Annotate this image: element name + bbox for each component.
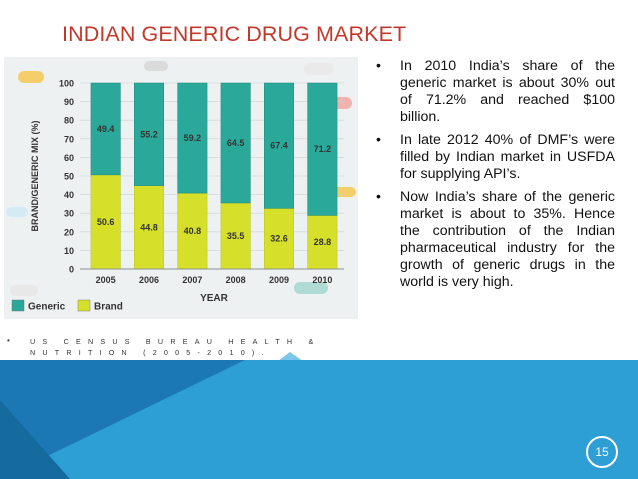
bar-label-generic: 55.2 bbox=[140, 129, 158, 139]
y-tick-label: 70 bbox=[64, 134, 74, 144]
bar-label-generic: 49.4 bbox=[97, 124, 115, 134]
chart-panel: 0 10 20 30 40 50 60 70 80 90 100 BRAND/GENERIC MIX … bbox=[4, 57, 358, 319]
page-number-badge: 15 bbox=[586, 436, 618, 468]
bg-blue-dark-triangle bbox=[0, 360, 245, 479]
pill-icon bbox=[294, 282, 328, 294]
bar-label-brand: 40.8 bbox=[184, 226, 202, 236]
bullet-list: • In 2010 India’s share of the generic ma… bbox=[373, 58, 615, 297]
bar-generic bbox=[220, 82, 251, 204]
bar-brand bbox=[134, 185, 164, 270]
pill-icon bbox=[304, 63, 334, 75]
bullet-marker: • bbox=[376, 189, 381, 205]
y-axis-label: BRAND/GENERIC MIX (%) bbox=[30, 120, 40, 231]
bullet-item: • Now India’s share of the generic market… bbox=[373, 189, 615, 291]
bar-generic bbox=[307, 82, 338, 216]
legend-label: Brand bbox=[94, 302, 123, 313]
bar-label-brand: 35.5 bbox=[227, 231, 245, 241]
bar-chart: 0 10 20 30 40 50 60 70 80 90 100 BRAND/GENERIC MIX … bbox=[6, 61, 356, 313]
legend-swatch bbox=[77, 299, 91, 312]
bar-brand bbox=[307, 215, 338, 270]
x-tick-label: 2010 bbox=[312, 275, 332, 285]
y-tick-label: 40 bbox=[64, 190, 74, 200]
slide-title: INDIAN GENERIC DRUG MARKET bbox=[62, 22, 407, 46]
x-tick-label: 2005 bbox=[96, 275, 116, 285]
y-tick-label: 20 bbox=[64, 227, 74, 237]
x-axis-label: YEAR bbox=[200, 293, 229, 304]
bar-brand bbox=[177, 192, 208, 270]
pill-icon bbox=[144, 61, 168, 71]
bar-label-brand: 50.6 bbox=[97, 217, 115, 227]
bar-label-generic: 71.2 bbox=[314, 144, 332, 154]
bar-generic bbox=[264, 82, 294, 209]
bar-label-generic: 67.4 bbox=[270, 141, 288, 151]
legend-swatch bbox=[11, 299, 25, 312]
x-tick-label: 2008 bbox=[226, 275, 246, 285]
legend-label: Generic bbox=[28, 302, 66, 313]
source-bullet-marker: • bbox=[7, 336, 10, 345]
bullet-text: In 2010 India’s share of the generic mar… bbox=[400, 58, 615, 125]
source-citation: US Census Bureau Health & Nutrition (200… bbox=[30, 337, 321, 357]
pill-icon bbox=[10, 285, 38, 296]
y-tick-label: 0 bbox=[69, 265, 74, 275]
pill-icon bbox=[18, 71, 44, 83]
bullet-item: • In late 2012 40% of DMF’s were filled b… bbox=[373, 132, 615, 183]
bar-generic bbox=[90, 82, 121, 176]
bar-label-generic: 64.5 bbox=[227, 138, 245, 148]
y-tick-label: 50 bbox=[64, 172, 74, 182]
bullet-text: Now India’s share of the generic market … bbox=[400, 189, 615, 290]
bar-label-brand: 44.8 bbox=[140, 222, 158, 232]
x-tick-label: 2009 bbox=[269, 275, 289, 285]
bar-brand bbox=[90, 174, 121, 270]
bar-label-brand: 32.6 bbox=[270, 234, 288, 244]
bar-brand bbox=[220, 202, 251, 270]
y-tick-label: 60 bbox=[64, 153, 74, 163]
bar-generic bbox=[177, 82, 208, 194]
x-tick-label: 2006 bbox=[139, 275, 159, 285]
bullet-text: In late 2012 40% of DMF’s were filled by… bbox=[400, 132, 615, 182]
bar-generic bbox=[134, 82, 164, 186]
bullet-marker: • bbox=[376, 132, 381, 148]
y-tick-label: 10 bbox=[64, 246, 74, 256]
bullet-marker: • bbox=[376, 58, 381, 74]
y-tick-label: 100 bbox=[59, 79, 74, 89]
x-tick-label: 2007 bbox=[182, 275, 202, 285]
pill-icon bbox=[6, 207, 28, 217]
y-tick-label: 90 bbox=[64, 97, 74, 107]
bar-label-generic: 59.2 bbox=[184, 133, 202, 143]
bg-blue-left-corner bbox=[0, 400, 70, 479]
bullet-item: • In 2010 India’s share of the generic ma… bbox=[373, 58, 615, 126]
y-tick-label: 80 bbox=[64, 116, 74, 126]
y-tick-label: 30 bbox=[64, 209, 74, 219]
bar-label-brand: 28.8 bbox=[314, 237, 332, 247]
